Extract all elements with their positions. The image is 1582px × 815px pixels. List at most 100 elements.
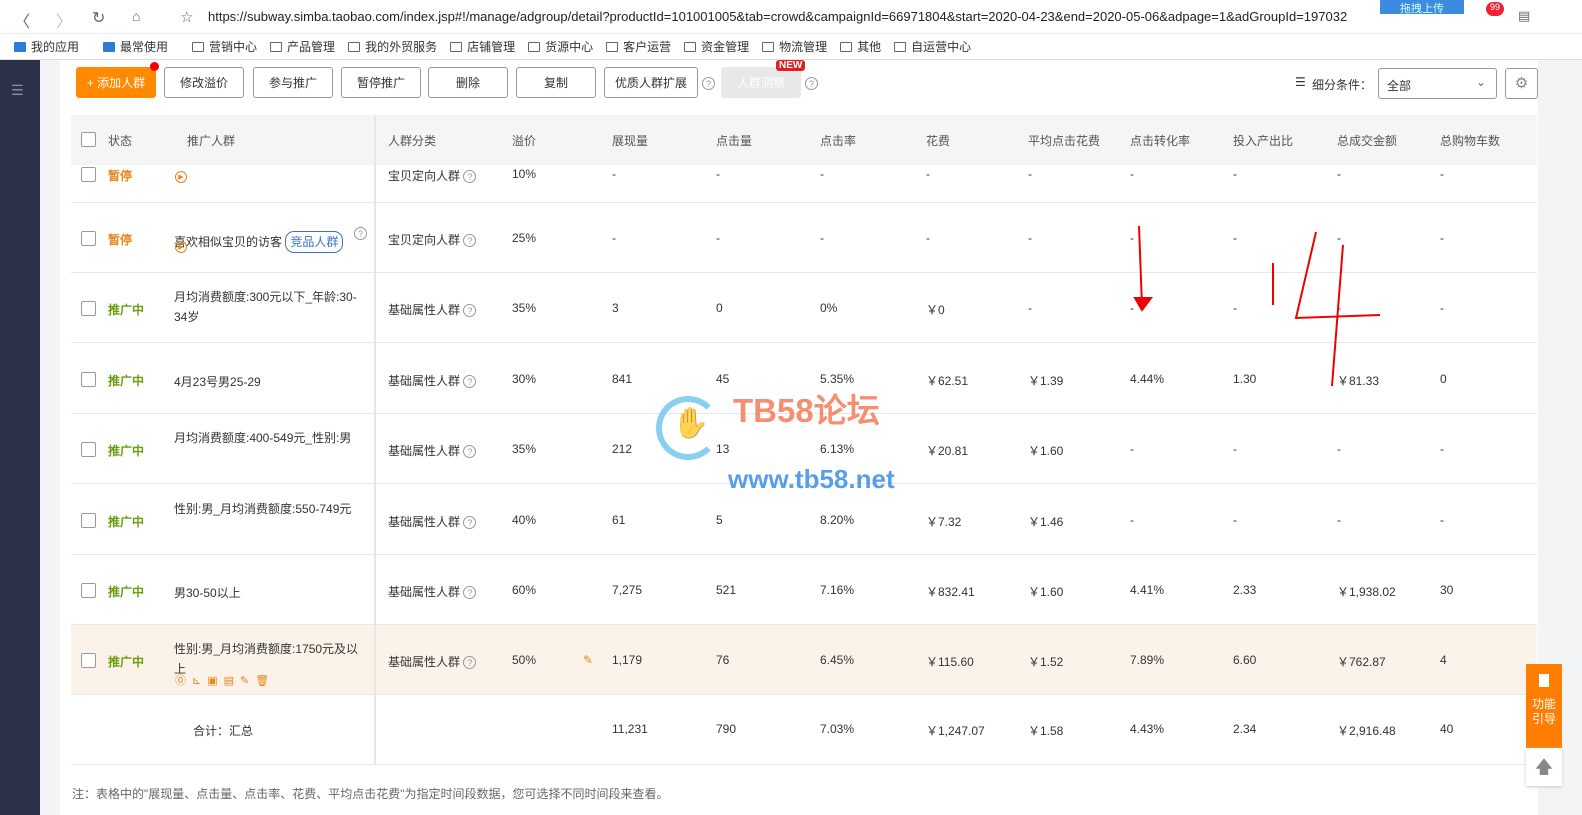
back-icon[interactable]: 〈 — [14, 14, 31, 31]
folder-icon — [450, 41, 463, 52]
column-header[interactable]: 总购物车数 — [1440, 134, 1501, 148]
premium-value[interactable]: 25% — [512, 231, 537, 245]
bookmark-item[interactable]: 产品管理 — [270, 38, 335, 55]
help-icon[interactable]: ? — [805, 77, 818, 90]
premium-value[interactable]: 40% — [512, 513, 537, 527]
edit-premium-icon[interactable]: ✎ — [583, 653, 594, 667]
crowd-category: 宝贝定向人群 ? — [388, 231, 477, 248]
bookmark-item[interactable]: 自运营中心 — [894, 38, 971, 55]
help-icon[interactable]: ? — [463, 656, 477, 670]
help-icon[interactable]: ? — [463, 234, 477, 248]
column-header[interactable]: 总成交金额 — [1337, 134, 1398, 148]
bookmark-item[interactable]: 客户运营 — [606, 38, 671, 55]
column-header[interactable]: 推广人群 — [187, 134, 236, 148]
bookmark-item[interactable]: 我的应用 — [14, 38, 79, 55]
column-header[interactable]: 状态 — [108, 134, 133, 148]
row-checkbox[interactable] — [81, 301, 96, 316]
forward-icon[interactable]: 〉 — [56, 14, 73, 31]
table-row: 推广中 月均消费额度:300元以下_年龄:30-34岁 基础属性人群 ? 35%… — [71, 273, 1537, 343]
join-promotion-button[interactable]: 参与推广 — [253, 67, 333, 98]
bookmark-item[interactable]: 物流管理 — [762, 38, 827, 55]
table-row: 推广中 性别:男_月均消费额度:1750元及以上 ⓪⊾▣▤✎🗑 ✎ 基础属性人群 ?… — [71, 625, 1537, 695]
metric-cell: 7,275 — [612, 583, 643, 597]
row-checkbox[interactable] — [81, 442, 96, 457]
row-checkbox[interactable] — [81, 513, 96, 528]
bookmark-item[interactable]: 最常使用 — [103, 38, 168, 55]
table-row: 暂停 ▶ 宝贝定向人群 ? 10% - - - - - - - - - — [71, 165, 1537, 203]
crowd-insight-button[interactable]: 人群洞察 — [721, 67, 801, 98]
premium-value[interactable]: 50% — [512, 653, 537, 667]
edit-icon[interactable]: ✎ — [240, 675, 256, 687]
column-header[interactable]: 点击率 — [820, 134, 857, 148]
quality-expand-button[interactable]: 优质人群扩展 — [604, 67, 698, 98]
back-to-top-icon[interactable]: 🡅 — [1526, 748, 1562, 786]
row-checkbox[interactable] — [81, 231, 96, 246]
bookmark-item[interactable]: 资金管理 — [684, 38, 749, 55]
table-row: 推广中 月均消费额度:400-549元_性别:男 基础属性人群 ? 35% 21… — [71, 414, 1537, 484]
report-icon[interactable]: ▣ — [207, 675, 224, 687]
metric-cell: - — [1028, 231, 1032, 245]
bookmark-item[interactable]: 店铺管理 — [450, 38, 515, 55]
reader-icon[interactable]: ▤ — [1518, 8, 1531, 23]
premium-value[interactable]: 60% — [512, 583, 537, 597]
star-icon[interactable]: ☆ — [180, 9, 194, 26]
home-icon[interactable]: ⌂ — [132, 8, 141, 24]
metric-cell: - — [716, 231, 720, 245]
row-checkbox[interactable] — [81, 372, 96, 387]
crowd-category: 基础属性人群 ? — [388, 583, 477, 600]
pause-promotion-button[interactable]: 暂停推广 — [341, 67, 421, 98]
list-icon: ☰ — [1295, 75, 1306, 89]
metric-cell: - — [1233, 513, 1237, 527]
help-icon[interactable]: ? — [463, 586, 477, 600]
reload-icon[interactable]: ↻ — [92, 10, 106, 27]
column-header[interactable]: 点击量 — [716, 134, 753, 148]
edit-premium-button[interactable]: 修改溢价 — [164, 67, 244, 98]
help-icon[interactable]: ? — [463, 304, 477, 318]
premium-value[interactable]: 10% — [512, 167, 537, 181]
column-header[interactable]: 展现量 — [612, 134, 649, 148]
row-checkbox[interactable] — [81, 583, 96, 598]
row-checkbox[interactable] — [81, 167, 96, 182]
address-bar[interactable]: https://subway.simba.taobao.com/index.js… — [208, 9, 1348, 24]
bookmark-item[interactable]: 其他 — [840, 38, 881, 55]
settings-gear-icon[interactable]: ⚙ — [1505, 68, 1538, 99]
column-header[interactable]: 溢价 — [512, 134, 537, 148]
premium-value[interactable]: 30% — [512, 372, 537, 386]
help-icon[interactable]: ? — [463, 170, 477, 184]
select-all-checkbox[interactable] — [81, 132, 96, 147]
menu-toggle-icon[interactable]: ☰ — [11, 82, 24, 98]
play-icon[interactable]: ▶ — [175, 241, 187, 253]
note-icon[interactable]: ▤ — [223, 675, 241, 687]
column-header[interactable]: 平均点击花费 — [1028, 134, 1101, 148]
feature-guide-button[interactable]: 功能引导 — [1526, 664, 1562, 748]
column-header[interactable]: 点击转化率 — [1130, 134, 1191, 148]
delete-icon[interactable]: 🗑 — [255, 675, 276, 687]
metric-cell: ￥1.60 — [1028, 585, 1064, 599]
column-header[interactable]: 投入产出比 — [1233, 134, 1294, 148]
help-icon[interactable]: ? — [702, 77, 715, 90]
metric-cell: - — [1337, 167, 1341, 181]
delete-button[interactable]: 删除 — [428, 67, 508, 98]
column-header[interactable]: 人群分类 — [388, 134, 437, 148]
metric-cell: 4.41% — [1130, 583, 1165, 597]
play-icon[interactable]: ▶ — [175, 171, 187, 183]
bookmark-item[interactable]: 货源中心 — [528, 38, 593, 55]
copy-button[interactable]: 复制 — [516, 67, 596, 98]
bookmark-item[interactable]: 我的外贸服务 — [348, 38, 437, 55]
add-crowd-button[interactable]: + 添加人群 — [76, 67, 156, 98]
help-icon[interactable]: ? — [354, 227, 367, 240]
table-row: 暂停 喜欢相似宝贝的访客 竞品人群? ▶ 宝贝定向人群 ? 25% - - - - - - -… — [71, 203, 1537, 273]
chart-icon[interactable]: ⊾ — [192, 675, 208, 687]
upload-button[interactable]: 拖拽上传 — [1380, 0, 1464, 15]
help-icon[interactable]: ? — [463, 445, 477, 459]
bookmark-item[interactable]: 营销中心 — [192, 38, 257, 55]
row-checkbox[interactable] — [81, 653, 96, 668]
help-icon[interactable]: ? — [463, 375, 477, 389]
pause-icon[interactable]: ⓪ — [175, 675, 192, 687]
column-header[interactable]: 花费 — [926, 134, 951, 148]
help-icon[interactable]: ? — [463, 516, 477, 530]
premium-value[interactable]: 35% — [512, 442, 537, 456]
footnote: 注：表格中的"展现量、点击量、点击率、花费、平均点击花费"为指定时间段数据，您可… — [72, 787, 669, 801]
premium-value[interactable]: 35% — [512, 301, 537, 315]
filter-select[interactable]: 全部 ⌄ — [1378, 68, 1497, 99]
